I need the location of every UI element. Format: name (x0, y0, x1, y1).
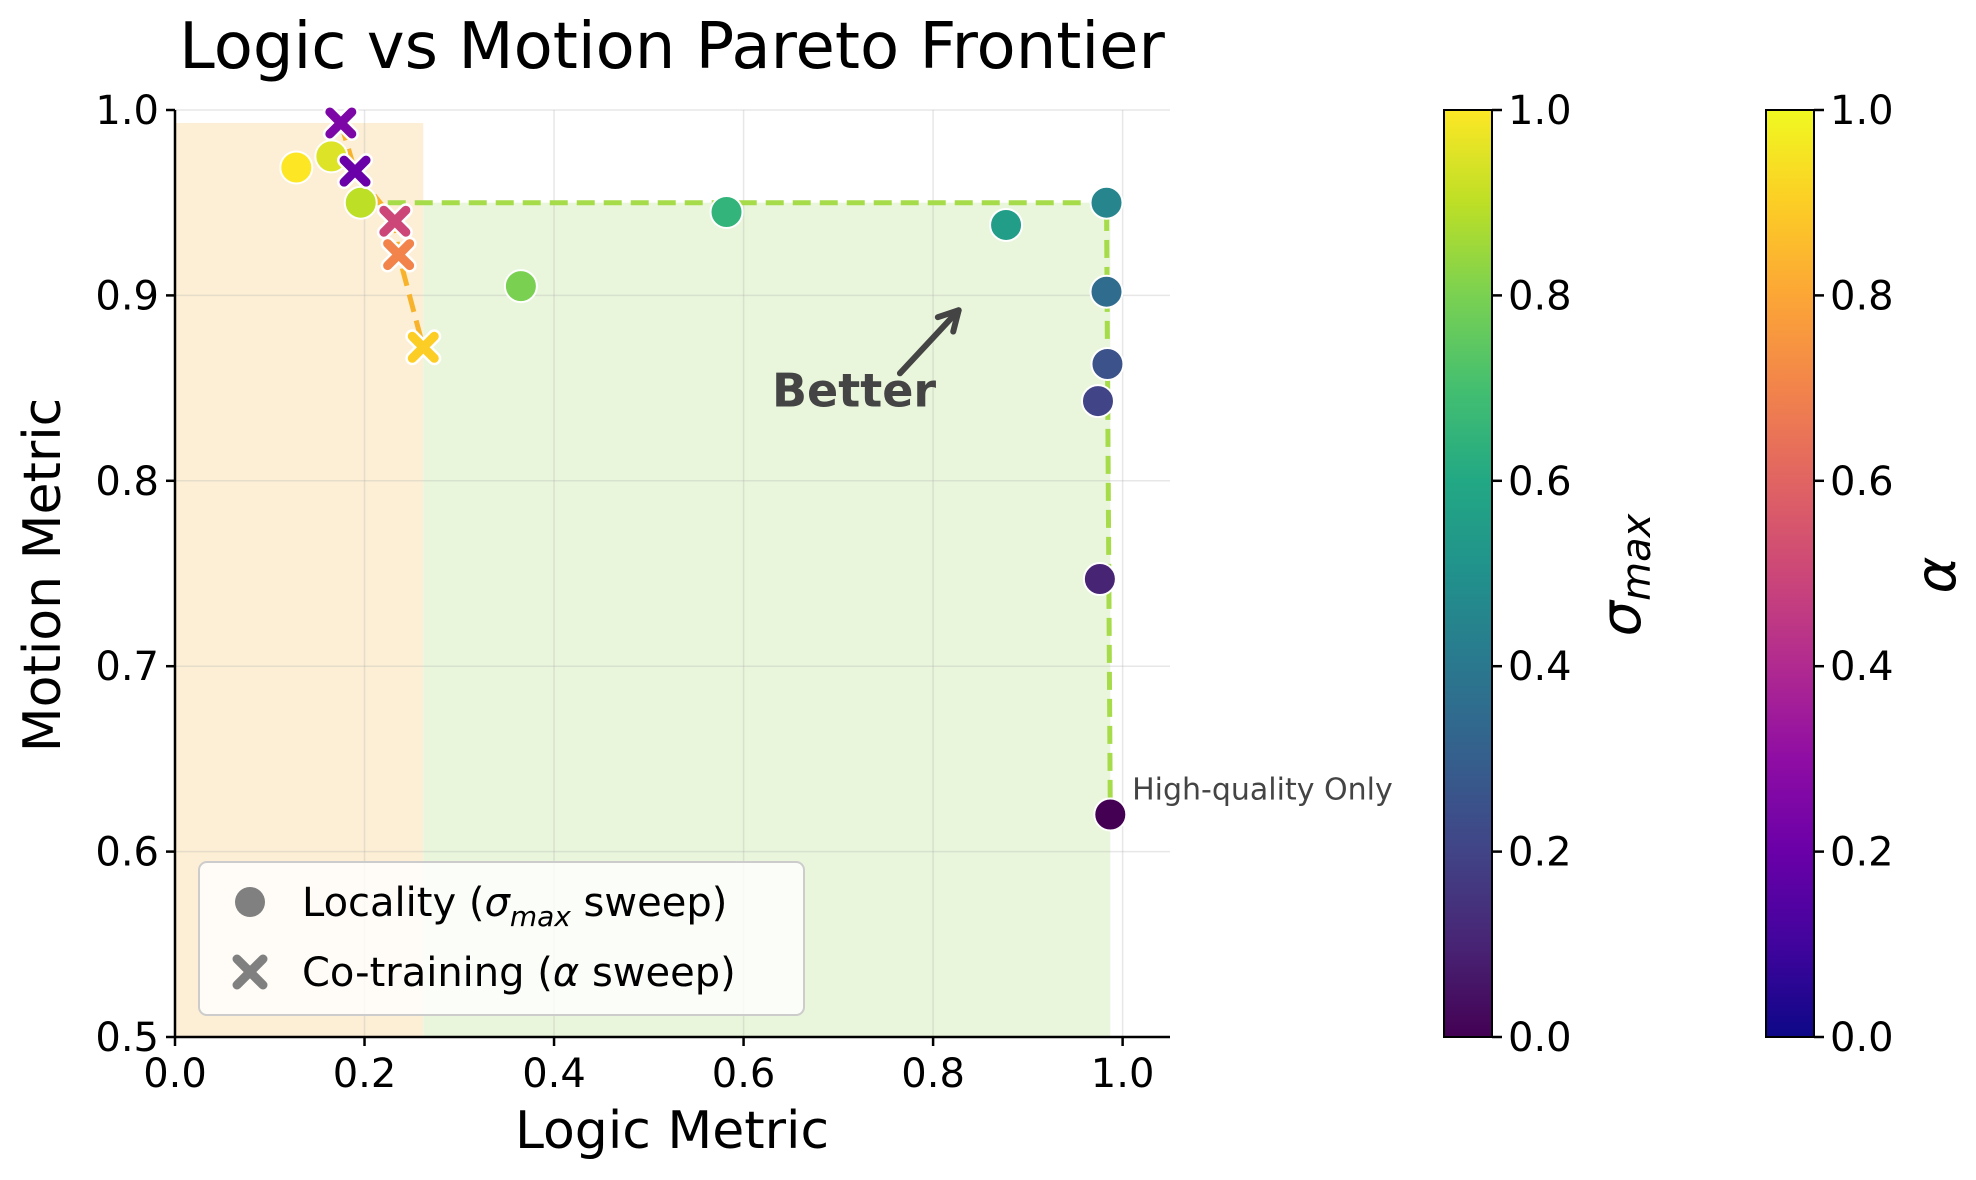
colorbar-tick-label: 0.8 (1830, 273, 1894, 319)
legend-label-cotraining: Co-training (α sweep) (302, 950, 736, 996)
locality-point (279, 150, 314, 185)
cotraining-point (379, 205, 411, 237)
legend-x-marker (232, 954, 268, 990)
sigma-colorbar-ticks: 0.0 0.2 0.4 0.6 0.8 1.0 (1492, 88, 1572, 1061)
legend-locality-main: Locality ( (302, 880, 484, 926)
better-arrow-head (934, 307, 962, 335)
colorbar-tick-label: 0.6 (1508, 459, 1572, 505)
y-tick-label: 0.6 (95, 830, 159, 876)
locality-point (1093, 797, 1128, 832)
locality-point (503, 269, 538, 304)
y-tick-label: 0.8 (95, 459, 159, 505)
cotraining-point (407, 331, 439, 363)
alpha-colorbar-title: α (1904, 556, 1969, 593)
alpha-colorbar-bar (1765, 109, 1815, 1038)
legend-locality-tail: sweep) (571, 880, 727, 926)
sigma-colorbar-bar (1443, 109, 1493, 1038)
colorbar-tick-label: 0.6 (1830, 459, 1894, 505)
alpha-colorbar: 0.0 0.2 0.4 0.6 0.8 1.0 α (1765, 88, 1969, 1061)
colorbar-tick-label: 1.0 (1508, 88, 1572, 134)
legend-label-locality: Locality (σmax sweep) (302, 880, 727, 933)
colorbar-tick-label: 1.0 (1830, 88, 1894, 134)
sigma-colorbar: 0.0 0.2 0.4 0.6 0.8 1.0 σmax (1443, 88, 1660, 1061)
colorbar-tick-label: 0.4 (1508, 644, 1572, 690)
y-tick-label: 0.5 (95, 1015, 159, 1061)
locality-point (1080, 384, 1115, 419)
high-quality-label: High-quality Only (1132, 773, 1393, 808)
locality-point (1082, 562, 1117, 597)
x-tick-label: 0.8 (901, 1051, 965, 1097)
locality-point (709, 194, 744, 229)
colorbar-tick-label: 0.2 (1830, 830, 1894, 876)
y-tick-label: 0.7 (95, 644, 159, 690)
colorbar-tick-label: 0.4 (1830, 644, 1894, 690)
x-tick-label: 0.4 (522, 1051, 586, 1097)
chart-title: Logic vs Motion Pareto Frontier (179, 10, 1165, 84)
colorbar-tick-label: 0.0 (1508, 1015, 1572, 1061)
cotraining-point (339, 155, 371, 187)
y-tick-label: 0.9 (95, 273, 159, 319)
alpha-colorbar-title-symbol: α (1904, 556, 1969, 593)
sigma-colorbar-title-sub: max (1614, 513, 1660, 600)
data-points (279, 104, 1128, 832)
legend-box (198, 861, 805, 1016)
legend-cotraining-symbol: α (553, 950, 579, 996)
x-axis-title: Logic Metric (515, 1101, 829, 1161)
locality-point (1089, 274, 1124, 309)
y-axis-title: Motion Metric (13, 398, 73, 752)
cotraining-point (325, 107, 357, 139)
sigma-colorbar-title-symbol: σ (1589, 599, 1654, 636)
sigma-colorbar-title: σmax (1589, 513, 1660, 636)
x-tick-label: 0.2 (333, 1051, 397, 1097)
cotraining-point (383, 239, 415, 271)
y-tick-label: 1.0 (95, 88, 159, 134)
colorbar-tick-label: 0.2 (1508, 830, 1572, 876)
alpha-colorbar-ticks: 0.0 0.2 0.4 0.6 0.8 1.0 (1814, 88, 1894, 1061)
x-tick-label: 0.0 (143, 1051, 207, 1097)
legend-locality-symbol: σ (484, 880, 511, 926)
legend-cotraining-main: Co-training ( (302, 950, 553, 996)
legend: Locality (σmax sweep) Co-training (α swe… (198, 861, 805, 1016)
locality-point (343, 185, 378, 220)
better-arrow (896, 307, 962, 377)
legend-circle-marker (235, 887, 265, 917)
colorbar-tick-label: 0.0 (1830, 1015, 1894, 1061)
x-tick-label: 0.6 (712, 1051, 776, 1097)
x-tick-label: 1.0 (1091, 1051, 1155, 1097)
legend-locality-sub: max (510, 900, 571, 933)
better-label: Better (772, 364, 936, 418)
locality-point (989, 207, 1024, 242)
locality-point (1089, 185, 1124, 220)
locality-point (1090, 346, 1125, 381)
legend-cotraining-tail: sweep) (579, 950, 735, 996)
axis-ticks: 0.0 0.2 0.4 0.6 0.8 1.0 0.5 0.6 0.7 0.8 0.9 1.0 (95, 88, 1154, 1097)
colorbar-tick-label: 0.8 (1508, 273, 1572, 319)
